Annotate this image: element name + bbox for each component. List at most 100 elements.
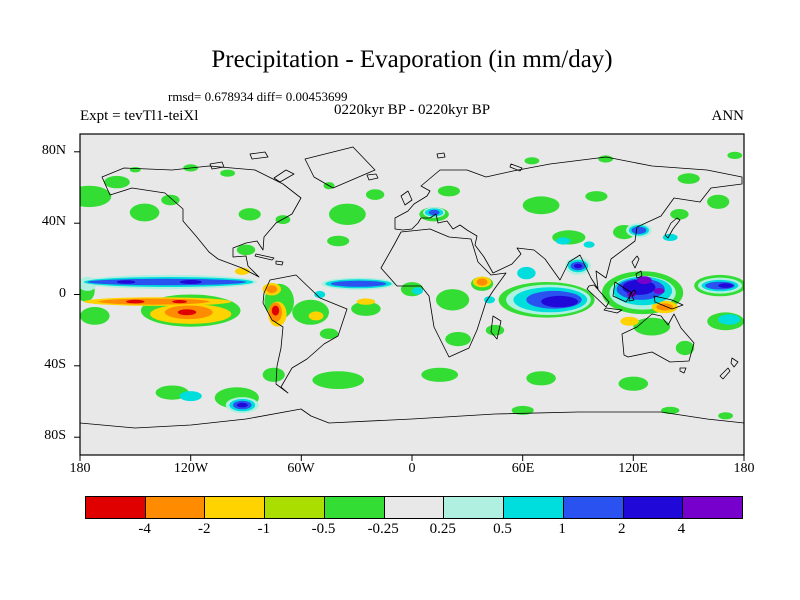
- coastline-south-america: [262, 274, 348, 394]
- anomaly-patch: [266, 285, 278, 294]
- anomaly-patch: [541, 295, 578, 308]
- anomaly-patch: [179, 391, 202, 402]
- anomaly-patch: [234, 267, 250, 275]
- anomaly-patch: [707, 194, 730, 209]
- colorbar-label: -2: [198, 521, 211, 537]
- lon-label-120e: 120E: [618, 461, 648, 476]
- anomaly-patch: [129, 167, 141, 173]
- anomaly-patch: [428, 209, 440, 216]
- anomaly-patch: [653, 288, 665, 294]
- colorbar-segment: [145, 497, 206, 518]
- coastline-iceland: [366, 173, 379, 181]
- anomaly-patch: [421, 367, 459, 382]
- world-map: [70, 126, 760, 471]
- anomaly-patch: [129, 203, 160, 222]
- colorbar-label: -4: [138, 521, 151, 537]
- anomaly-patch: [236, 402, 248, 408]
- anomaly-patch: [585, 191, 608, 202]
- lat-label-80s: 80S: [44, 428, 66, 443]
- anomaly-patch: [314, 290, 326, 299]
- anomaly-patch: [80, 185, 112, 208]
- lat-label-40s: 40S: [44, 357, 66, 372]
- coastline-british-isles: [400, 190, 413, 206]
- anomaly-patch: [220, 169, 236, 177]
- coastline-caribbean: [254, 253, 284, 266]
- anomaly-patch: [177, 309, 197, 316]
- anomaly-patch: [98, 298, 210, 305]
- anomaly-patch: [718, 412, 733, 420]
- anomaly-patch: [356, 298, 376, 305]
- lon-label-180e: 180: [733, 461, 755, 476]
- lat-label-80n: 80N: [41, 143, 66, 158]
- anomaly-patch: [522, 196, 560, 215]
- anomaly-patch: [445, 332, 471, 347]
- anomaly-patch: [327, 235, 350, 247]
- colorbar-label: 2: [617, 521, 626, 537]
- anomaly-patch: [104, 175, 130, 189]
- coastline-maritime-continent: [586, 255, 684, 314]
- lon-label-120w: 120W: [173, 461, 209, 476]
- colorbar-label: -0.5: [311, 521, 336, 537]
- anomaly-patch: [484, 296, 495, 304]
- anomaly-patch: [656, 303, 673, 311]
- coastline-arctic-islands: [209, 151, 523, 183]
- anomaly-patch: [179, 280, 202, 284]
- page-title: Precipitation - Evaporation (in mm/day): [211, 46, 613, 73]
- coastline-greenland: [304, 146, 376, 189]
- colorbar-label: 0.25: [429, 521, 456, 537]
- anomaly-patch: [87, 278, 246, 286]
- colorbar: [85, 496, 743, 519]
- coastline-madagascar: [490, 315, 502, 340]
- colorbar-label: 0.5: [493, 521, 512, 537]
- anomaly-patch: [351, 301, 381, 316]
- anomaly-patch: [631, 226, 647, 234]
- anomaly-patch: [670, 209, 689, 220]
- anomaly-patch: [626, 292, 637, 297]
- lat-label-40n: 40N: [41, 214, 66, 229]
- colorbar-label: -1: [257, 521, 271, 537]
- colorbar-segment: [504, 497, 564, 518]
- anomaly-patch: [517, 266, 536, 280]
- anomaly-patch: [308, 311, 324, 321]
- anomaly-patches: [80, 151, 744, 420]
- anomaly-patch: [637, 276, 652, 285]
- coastline-antarctica: [80, 408, 744, 455]
- anomaly-patch: [583, 241, 595, 248]
- coastline-australia: [621, 313, 695, 374]
- lon-label-60w: 60W: [287, 461, 315, 476]
- coastline-north-america: [101, 165, 302, 278]
- anomaly-patch: [598, 155, 614, 163]
- anomaly-patch: [620, 316, 639, 326]
- anomaly-patch: [437, 185, 460, 197]
- anomaly-patch: [675, 340, 695, 356]
- anomaly-patch: [511, 405, 534, 415]
- anomaly-patch: [365, 189, 385, 200]
- colorbar-segment: [683, 497, 743, 518]
- lon-label-0: 0: [408, 461, 416, 476]
- colorbar-label: -0.25: [367, 521, 399, 537]
- anomaly-patch: [476, 278, 488, 286]
- anomaly-patch: [161, 194, 180, 206]
- colorbar-label: 1: [558, 521, 566, 537]
- anomaly-patch: [526, 371, 556, 386]
- experiment-label: Expt = tevTl1-teiXl: [80, 108, 199, 124]
- anomaly-patch: [80, 307, 110, 325]
- anomaly-patch: [661, 406, 680, 414]
- anomaly-patch: [718, 283, 733, 288]
- anomaly-patch: [412, 287, 423, 295]
- anomaly-patch: [172, 300, 187, 304]
- stats-line: rmsd= 0.678934 diff= 0.00453699: [168, 89, 348, 104]
- colorbar-label: 4: [677, 521, 686, 537]
- anomaly-patch: [262, 367, 285, 382]
- anomaly-patch: [329, 203, 366, 225]
- colorbar-segment: [86, 497, 146, 518]
- anomaly-patch: [524, 157, 540, 165]
- colorbar-segment: [324, 497, 385, 518]
- coastline-africa: [380, 228, 507, 358]
- axis-ticks: [74, 151, 745, 461]
- colorbar-segment: [444, 497, 505, 518]
- anomaly-patch: [271, 305, 280, 316]
- anomaly-patch: [236, 244, 256, 256]
- anomaly-patch: [727, 151, 743, 159]
